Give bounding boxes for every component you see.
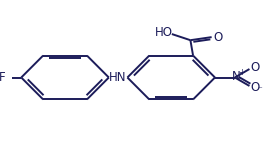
- Text: F: F: [0, 71, 6, 84]
- Text: HO: HO: [155, 26, 173, 39]
- Text: O: O: [250, 81, 259, 94]
- Text: HN: HN: [109, 71, 127, 84]
- Text: +: +: [238, 68, 245, 77]
- Text: ⁻: ⁻: [258, 85, 262, 94]
- Text: O: O: [214, 31, 223, 44]
- Text: N: N: [232, 70, 240, 83]
- Text: O: O: [250, 61, 259, 74]
